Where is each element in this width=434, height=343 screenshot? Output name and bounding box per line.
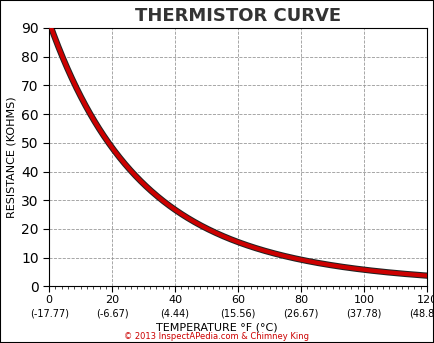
Text: (-17.77): (-17.77) — [30, 309, 69, 319]
Text: TEMPERATURE °F (°C): TEMPERATURE °F (°C) — [156, 322, 278, 332]
Text: 20: 20 — [105, 295, 119, 305]
Text: (15.56): (15.56) — [220, 309, 256, 319]
Text: (4.44): (4.44) — [161, 309, 190, 319]
Text: 80: 80 — [294, 295, 308, 305]
Text: 60: 60 — [231, 295, 245, 305]
Text: 40: 40 — [168, 295, 182, 305]
Text: 120: 120 — [417, 295, 434, 305]
Y-axis label: RESISTANCE (KOHMS): RESISTANCE (KOHMS) — [7, 96, 17, 218]
Text: (-6.67): (-6.67) — [96, 309, 128, 319]
Text: 0: 0 — [46, 295, 53, 305]
Text: (48.89): (48.89) — [410, 309, 434, 319]
Text: (26.67): (26.67) — [283, 309, 319, 319]
Text: © 2013 InspectAPedia.com & Chimney King: © 2013 InspectAPedia.com & Chimney King — [125, 332, 309, 341]
Text: (37.78): (37.78) — [346, 309, 382, 319]
Text: 100: 100 — [354, 295, 375, 305]
Title: THERMISTOR CURVE: THERMISTOR CURVE — [135, 7, 341, 25]
